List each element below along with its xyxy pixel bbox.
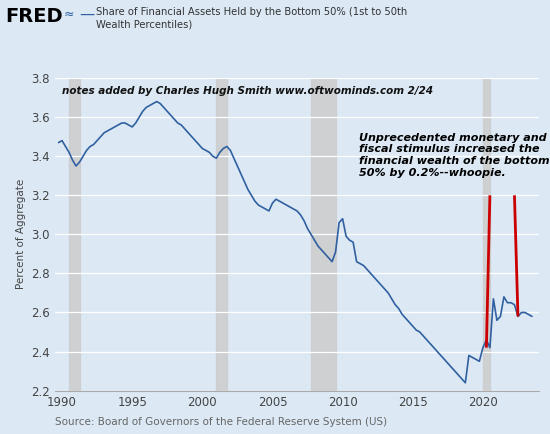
Text: Unprecedented monetary and
fiscal stimulus increased the
financial wealth of the: Unprecedented monetary and fiscal stimul… (360, 133, 550, 178)
Text: —: — (80, 7, 95, 22)
Bar (69, 78, 80, 391)
Y-axis label: Percent of Aggregate: Percent of Aggregate (16, 179, 26, 289)
Text: notes added by Charles Hugh Smith www.oftwominds.com 2/24: notes added by Charles Hugh Smith www.of… (62, 86, 433, 96)
Bar (483, 78, 490, 391)
Bar (216, 78, 227, 391)
Bar (311, 78, 336, 391)
Text: FRED: FRED (6, 7, 63, 26)
Text: Share of Financial Assets Held by the Bottom 50% (1st to 50th
Wealth Percentiles: Share of Financial Assets Held by the Bo… (96, 7, 408, 30)
Text: Source: Board of Governors of the Federal Reserve System (US): Source: Board of Governors of the Federa… (55, 418, 387, 427)
Text: ≈: ≈ (63, 8, 74, 21)
